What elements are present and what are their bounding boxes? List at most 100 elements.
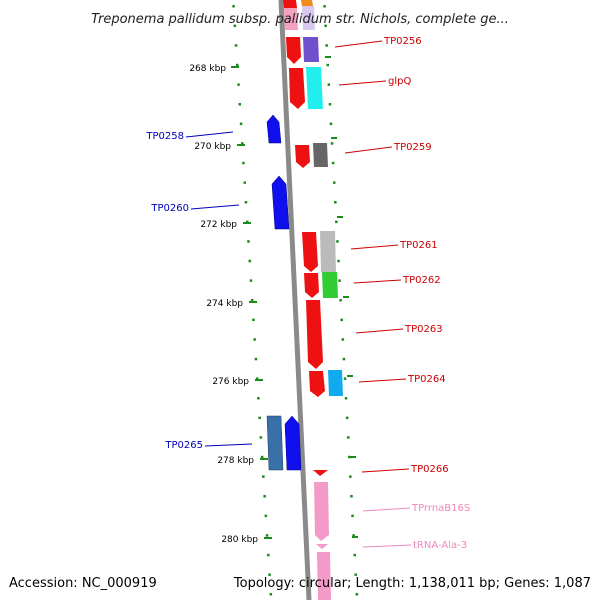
scale-dot-r [349,475,352,478]
scale-dot-l [244,201,248,204]
feature-tp0264-blue[interactable] [328,370,343,396]
feature-top-orange[interactable] [301,0,313,6]
feature-top-red[interactable] [283,0,297,8]
feature-top-lavender[interactable] [302,6,315,30]
feature-tp0262-red[interactable] [304,273,319,298]
label-tp0263[interactable]: TP0263 [404,324,443,335]
scale-dots [232,5,359,596]
scale-dot-l [258,416,261,420]
scale-dot-r [345,416,349,420]
feature-glpq-cyan[interactable] [306,67,323,109]
feature-tp0265-a[interactable] [266,415,284,471]
scale-dot-l [247,240,250,243]
scale-dot-r [352,534,355,537]
scale-dot-r [337,259,340,263]
scale-dot-l [242,161,245,165]
scale-dot-r [340,318,343,322]
scale-dot-l [233,24,237,28]
label-tprrnab16s[interactable]: TPrrnaB16S [411,503,470,514]
right-scale-ticks [325,56,358,538]
scale-dot-r [344,397,348,400]
scale-dot-r [329,122,333,126]
scale-dot-l [252,318,255,322]
leader-lines [185,40,412,548]
feature-tp0265-b[interactable] [284,415,302,471]
scale-dot-r [327,83,331,86]
feature-tp0262-green[interactable] [322,272,338,298]
label-tp0264[interactable]: TP0264 [407,374,446,385]
label-tp0265[interactable]: TP0265 [164,440,203,451]
feature-glpq-red[interactable] [289,68,305,109]
feature-tp0256-purple[interactable] [303,37,319,62]
feature-tp0260[interactable] [271,175,290,230]
scale-dot-r [326,63,329,67]
scale-dot-r [336,240,339,243]
scale-dot-l [243,181,246,184]
scale-dot-l [239,122,243,126]
label-tp0258[interactable]: TP0258 [145,131,184,142]
scale-dot-r [334,201,337,204]
scale-dot-r [339,299,342,302]
scale-dot-l [265,534,269,537]
feature-tp0258[interactable] [266,114,282,144]
scale-dot-r [341,338,345,341]
scale-dot-r [347,436,350,439]
feature-tp0259-red[interactable] [295,145,310,168]
label-tp0266[interactable]: TP0266 [410,464,449,475]
feature-tp0261-red[interactable] [302,232,318,272]
label-tp0260[interactable]: TP0260 [150,203,189,214]
scale-dot-l [236,63,239,67]
scale-label-276: 276 kbp [212,377,249,387]
label-glpq[interactable]: glpQ [388,76,411,87]
scale-dot-r [355,593,359,596]
scale-dot-r [331,161,335,165]
label-tp0256[interactable]: TP0256 [383,36,422,47]
scale-dot-r [353,553,356,557]
scale-dot-r [354,573,357,576]
scale-label-280: 280 kbp [221,535,258,545]
scale-dot-l [267,553,270,557]
label-tp0262[interactable]: TP0262 [402,275,441,286]
scale-dot-l [268,573,271,576]
feature-tp0264-red[interactable] [309,371,325,397]
scale-dot-l [260,455,264,459]
scale-dot-r [338,279,341,282]
scale-dot-r [342,357,346,361]
scale-dot-l [255,377,259,380]
feature-tprrnab16s[interactable] [314,482,329,541]
scale-dot-l [253,338,256,341]
label-trna-ala-3[interactable]: tRNA-Ala-3 [413,540,467,551]
scale-dot-r [328,103,332,106]
scale-dot-l [241,142,244,145]
map-title: Treponema pallidum subsp. pallidum str. … [91,12,509,27]
scale-dot-l [237,83,240,86]
scale-dot-r [343,377,347,380]
scale-dot-r [335,220,338,224]
scale-dot-l [264,514,268,518]
scale-label-268: 268 kbp [189,64,226,74]
scale-dot-l [257,397,260,400]
scale-dot-l [249,279,253,282]
feature-tp0266-red[interactable] [313,470,328,476]
scale-dot-r [348,455,351,459]
feature-bottom-pink[interactable] [317,552,331,600]
feature-tp0263-red[interactable] [306,300,323,369]
scale-dot-r [324,24,327,28]
feature-tp0261-gray[interactable] [320,231,336,272]
gene-labels: TP0256 glpQ TP0258 TP0259 TP0260 TP0261 … [145,36,470,551]
topology-text: Topology: circular; Length: 1,138,011 bp… [233,576,591,591]
feature-tp0256-red[interactable] [286,37,301,64]
scale-label-272: 272 kbp [200,220,237,230]
feature-top-pink[interactable] [284,8,298,30]
scale-label-270: 270 kbp [194,142,231,152]
scale-dot-r [350,495,353,498]
feature-tp0259-gray[interactable] [313,143,328,167]
label-tp0259[interactable]: TP0259 [393,142,432,153]
label-tp0261[interactable]: TP0261 [399,240,438,251]
forward-strand-features [283,0,343,600]
scale-label-278: 278 kbp [217,456,254,466]
genome-backbone [278,0,312,600]
scale-dot-l [234,44,238,47]
feature-trna-ala-3[interactable] [316,544,328,549]
